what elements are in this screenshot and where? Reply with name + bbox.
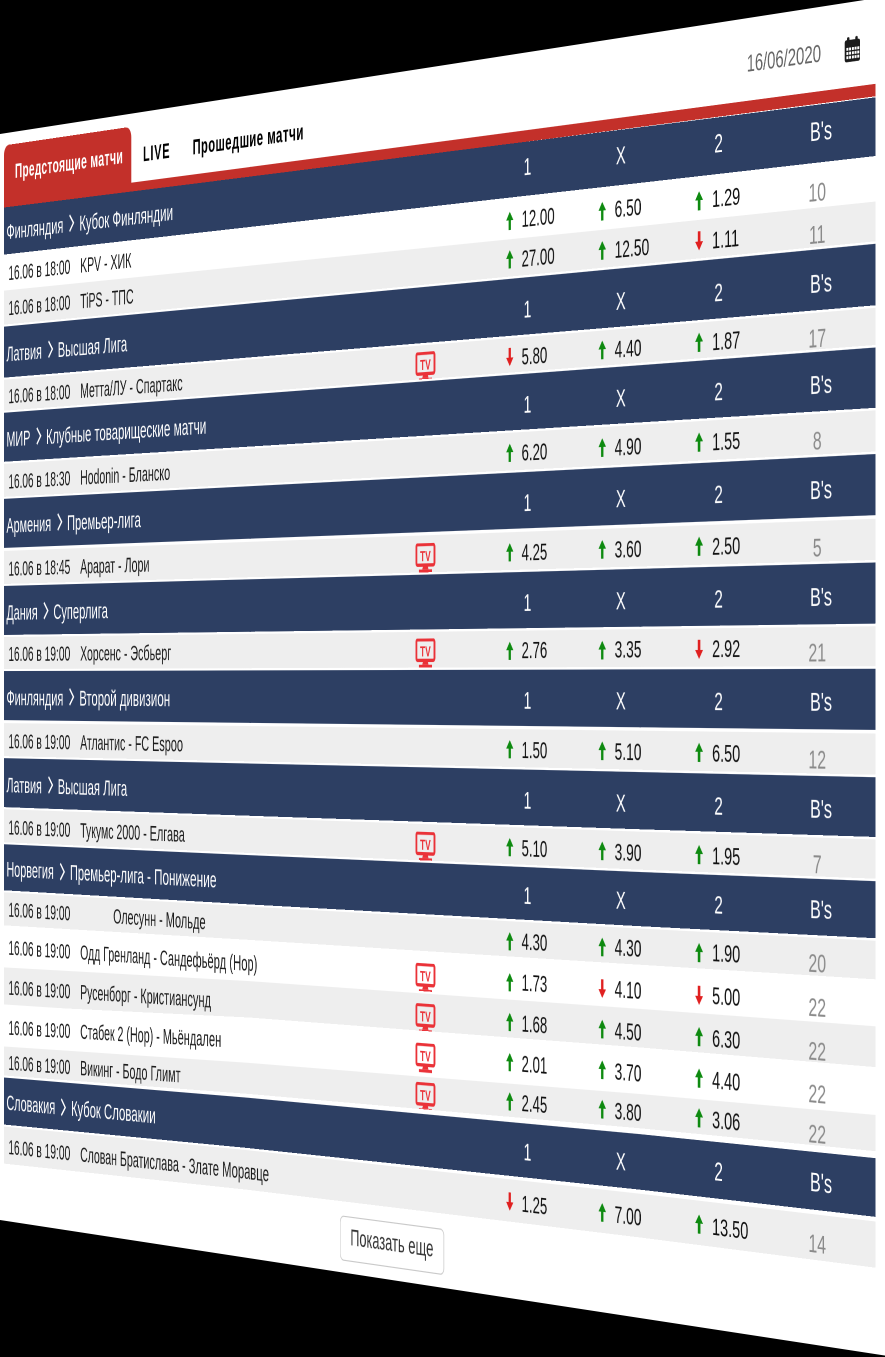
svg-text:TV: TV <box>420 549 431 565</box>
svg-text:TV: TV <box>420 1088 431 1104</box>
svg-text:TV: TV <box>420 970 431 986</box>
svg-text:TV: TV <box>420 1009 431 1025</box>
svg-text:TV: TV <box>420 645 431 661</box>
svg-text:TV: TV <box>420 1049 431 1065</box>
svg-text:TV: TV <box>420 837 431 853</box>
svg-text:TV: TV <box>420 357 431 373</box>
